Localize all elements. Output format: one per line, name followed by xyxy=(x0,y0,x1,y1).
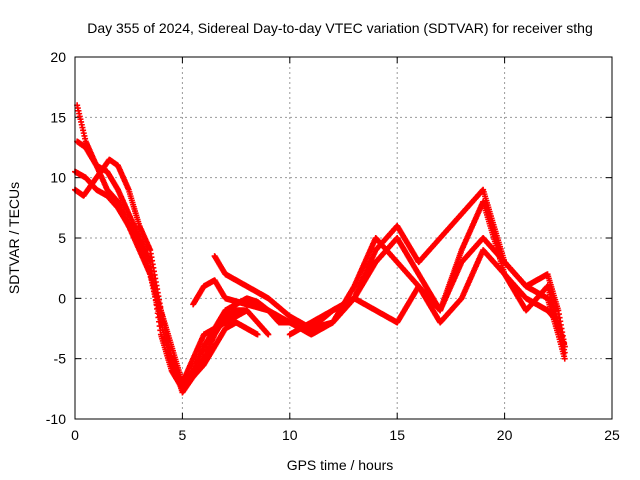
data-point xyxy=(561,343,568,350)
axis-ticks: 0 5 10 15 20 25 -10 -5 0 5 10 15 20 xyxy=(46,49,620,443)
x-tick-label: 10 xyxy=(282,427,298,443)
x-tick-label: 0 xyxy=(71,427,79,443)
y-tick-label: -5 xyxy=(54,351,67,367)
series-track-5 xyxy=(211,186,568,362)
series-track-4 xyxy=(74,138,250,386)
data-point xyxy=(254,331,261,338)
data-point xyxy=(265,331,272,338)
data-point xyxy=(243,307,250,314)
data-points xyxy=(72,102,568,396)
y-axis-label: SDTVAR / TECUs xyxy=(6,182,22,294)
x-tick-label: 5 xyxy=(179,427,187,443)
series-track-3 xyxy=(72,156,261,386)
series-track-8 xyxy=(308,247,568,350)
y-tick-label: 5 xyxy=(58,230,66,246)
y-tick-label: 20 xyxy=(50,49,66,65)
plot-area xyxy=(74,56,613,420)
y-tick-label: 0 xyxy=(58,290,66,306)
y-tick-label: 10 xyxy=(50,170,66,186)
y-tick-label: -10 xyxy=(46,411,66,427)
x-tick-label: 25 xyxy=(604,427,620,443)
y-tick-label: 15 xyxy=(50,109,66,125)
chart-title: Day 355 of 2024, Sidereal Day-to-day VTE… xyxy=(87,20,593,36)
x-axis-label: GPS time / hours xyxy=(287,457,394,473)
data-point xyxy=(561,355,568,362)
x-tick-label: 15 xyxy=(389,427,405,443)
data-point xyxy=(561,349,568,356)
plot-frame xyxy=(74,56,613,420)
x-tick-label: 20 xyxy=(497,427,513,443)
